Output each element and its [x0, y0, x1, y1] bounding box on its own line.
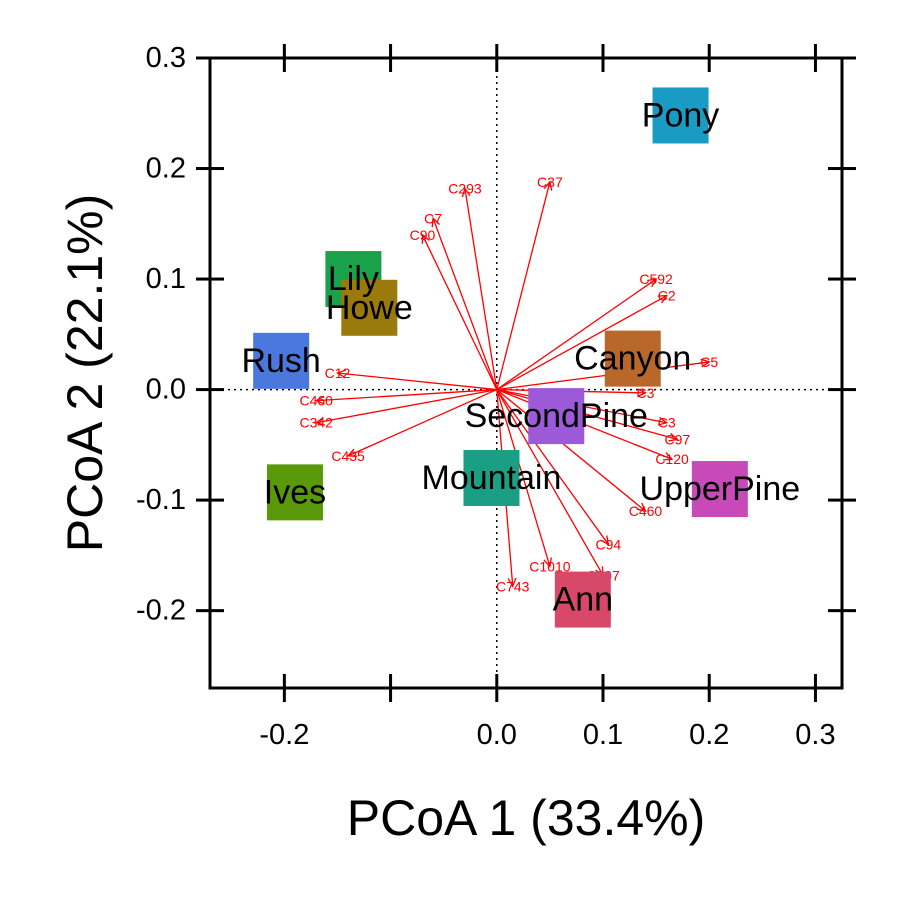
otu-label: C37: [537, 174, 563, 190]
otu-vector-arrowhead: [636, 502, 647, 513]
otu-label: C7: [424, 210, 442, 226]
site-marker: [528, 388, 585, 445]
x-axis-ticks: -0.2 0.0 0.1 0.2 0.3: [259, 44, 836, 751]
otu-label: C90: [410, 227, 436, 243]
otu-vector-line: [316, 388, 497, 402]
plot-frame: [208, 56, 844, 690]
y-tick-label: 0.3: [146, 42, 186, 74]
site-label: Pony: [642, 96, 720, 134]
otu-vector-line: [496, 388, 673, 460]
otu-vector-line: [496, 389, 609, 545]
otu-vector-line: [337, 372, 497, 391]
otu-label: C5: [700, 354, 718, 370]
otu-vector-line: [496, 361, 710, 391]
site-marker: [341, 279, 398, 336]
otu-vector-line: [316, 388, 497, 424]
otu-vector-line: [496, 389, 604, 576]
otu-vector-arrowhead: [314, 395, 325, 405]
site-label: Rush: [241, 342, 320, 380]
x-tick-label: -0.2: [259, 719, 309, 751]
site-label: SecondPine: [465, 397, 648, 435]
site-label: Canyon: [574, 340, 691, 378]
otu-vector-line: [421, 234, 498, 390]
otu-label: C592: [639, 271, 673, 287]
otu-vector-arrowhead: [700, 358, 711, 368]
otu-vector-line: [347, 388, 498, 457]
site-label: Ives: [264, 473, 326, 511]
site-label: Lily: [328, 260, 379, 298]
y-tick-label: 0.2: [146, 153, 186, 185]
otu-vector-arrowhead: [663, 452, 674, 461]
otu-label: C12: [325, 365, 351, 381]
otu-vector-arrowhead: [647, 278, 658, 288]
y-tick-label: 0.0: [146, 374, 186, 406]
y-axis-ticks: -0.2 -0.1 0.0 0.1 0.2 0.3: [136, 42, 856, 627]
y-tick-label: -0.1: [136, 484, 186, 516]
x-axis-title: PCoA 1 (33.4%): [347, 790, 706, 846]
otu-vector-line: [496, 388, 678, 440]
otu-label: C1010: [529, 558, 570, 574]
otu-vector-arrowhead: [461, 186, 471, 198]
otu-label: C460: [629, 503, 663, 519]
otu-label: C94: [595, 536, 621, 552]
otu-vector-arrowhead: [421, 233, 430, 244]
otu-vector-arrowhead: [600, 535, 610, 546]
site-label: Howe: [326, 289, 413, 327]
otu-vector-line: [496, 181, 551, 390]
otu-vector-line: [496, 295, 668, 391]
site-label: Ann: [553, 581, 614, 619]
x-tick-label: 0.0: [477, 719, 517, 751]
otu-vector-line: [432, 218, 498, 390]
site-marker: [266, 464, 323, 521]
x-tick-label: 0.2: [689, 719, 729, 751]
y-axis-title: PCoA 2 (22.1%): [57, 194, 113, 553]
otu-label: C435: [331, 448, 365, 464]
otu-vector-line: [496, 389, 646, 512]
otu-vector-arrowhead: [346, 448, 358, 457]
otu-label: C3: [658, 415, 676, 431]
otu-vector-line: [464, 188, 498, 390]
y-tick-label: 0.1: [146, 263, 186, 295]
otu-vector-arrowhead: [335, 369, 347, 379]
otu-vector-arrowhead: [657, 416, 669, 426]
site-marker: [554, 571, 611, 628]
otu-label: C293: [448, 180, 482, 196]
otu-label: C2: [658, 288, 676, 304]
x-tick-label: 0.1: [583, 719, 623, 751]
site-marker: [463, 450, 520, 506]
otu-vector-arrowhead: [637, 388, 647, 398]
otu-label: C743: [496, 578, 530, 594]
otu-vector-arrowhead: [543, 180, 553, 191]
otu-vector-arrowhead: [668, 432, 679, 442]
otu-vector-arrowhead: [431, 216, 441, 228]
otu-vector-arrowhead: [543, 557, 552, 568]
site-label: UpperPine: [640, 470, 801, 508]
otu-vector-line: [496, 389, 551, 567]
y-tick-label: -0.2: [136, 595, 186, 627]
otu-vector-arrowhead: [314, 416, 326, 426]
otu-label: C460: [299, 393, 333, 409]
otu-label: C97: [665, 431, 691, 447]
x-tick-label: 0.3: [795, 719, 835, 751]
otu-vector-arrowhead: [507, 577, 517, 588]
site-marker: [604, 330, 661, 387]
otu-vectors: C293C37C7C90C592C2C5C3C3C97C120C460C94C3…: [299, 174, 718, 595]
site-label: Mountain: [422, 459, 562, 497]
site-marker: [652, 87, 709, 144]
otu-label: C120: [655, 451, 689, 467]
otu-label: C3: [637, 385, 655, 401]
site-marker: [691, 461, 748, 518]
otu-vector-arrowhead: [657, 294, 669, 304]
site-marker: [253, 332, 310, 389]
otu-vector-line: [496, 278, 657, 391]
otu-label: C342: [299, 415, 333, 431]
